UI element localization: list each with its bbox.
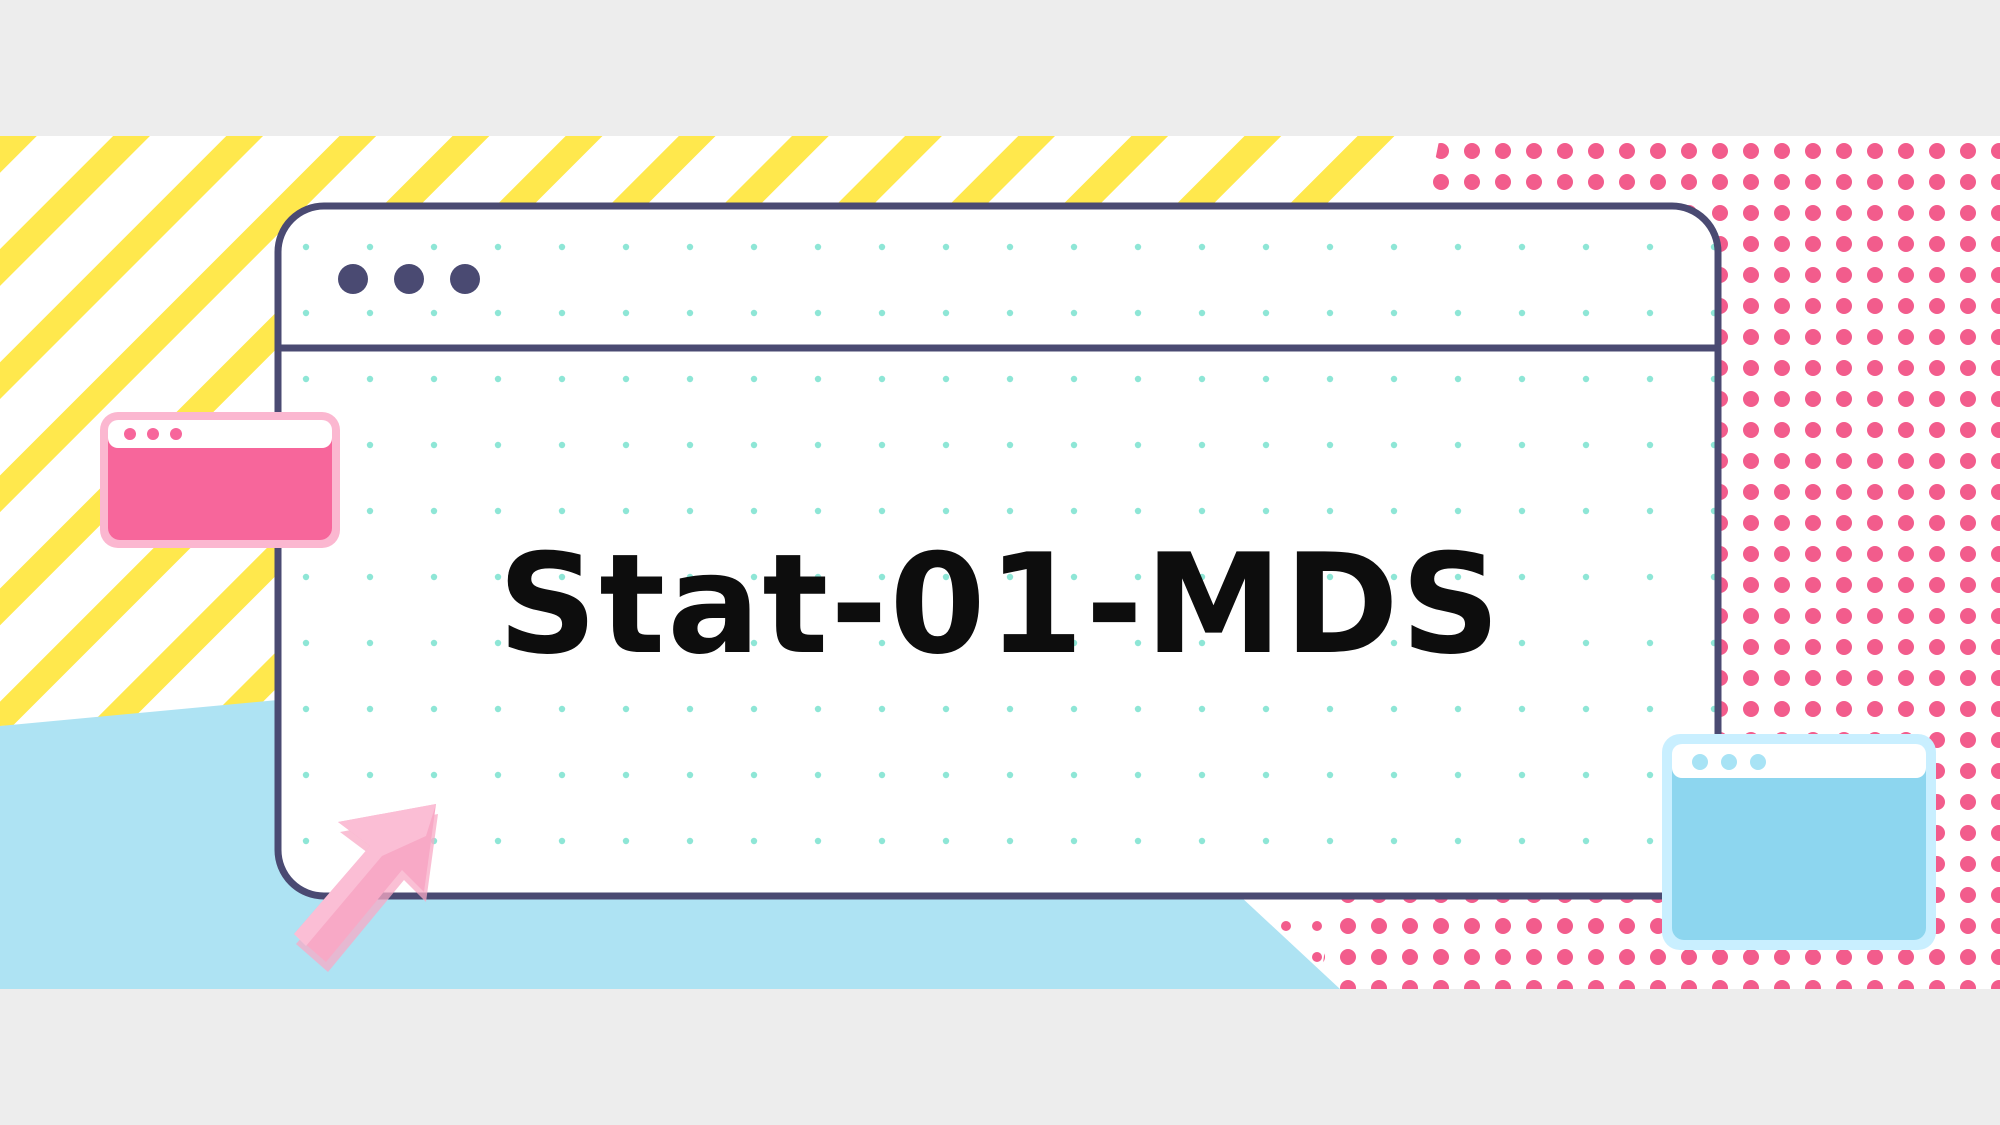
banner-illustration <box>0 136 2000 989</box>
blue-window-icon <box>1662 734 1936 950</box>
window-dot-icon <box>394 264 424 294</box>
arrow-cursor-icon <box>294 804 438 972</box>
window-dot-icon <box>338 264 368 294</box>
browser-window-icon <box>274 202 1722 900</box>
banner: Stat-01-MDS <box>0 136 2000 989</box>
banner-title: Stat-01-MDS <box>497 524 1503 685</box>
window-dot-icon <box>450 264 480 294</box>
pink-window-icon <box>100 412 340 548</box>
